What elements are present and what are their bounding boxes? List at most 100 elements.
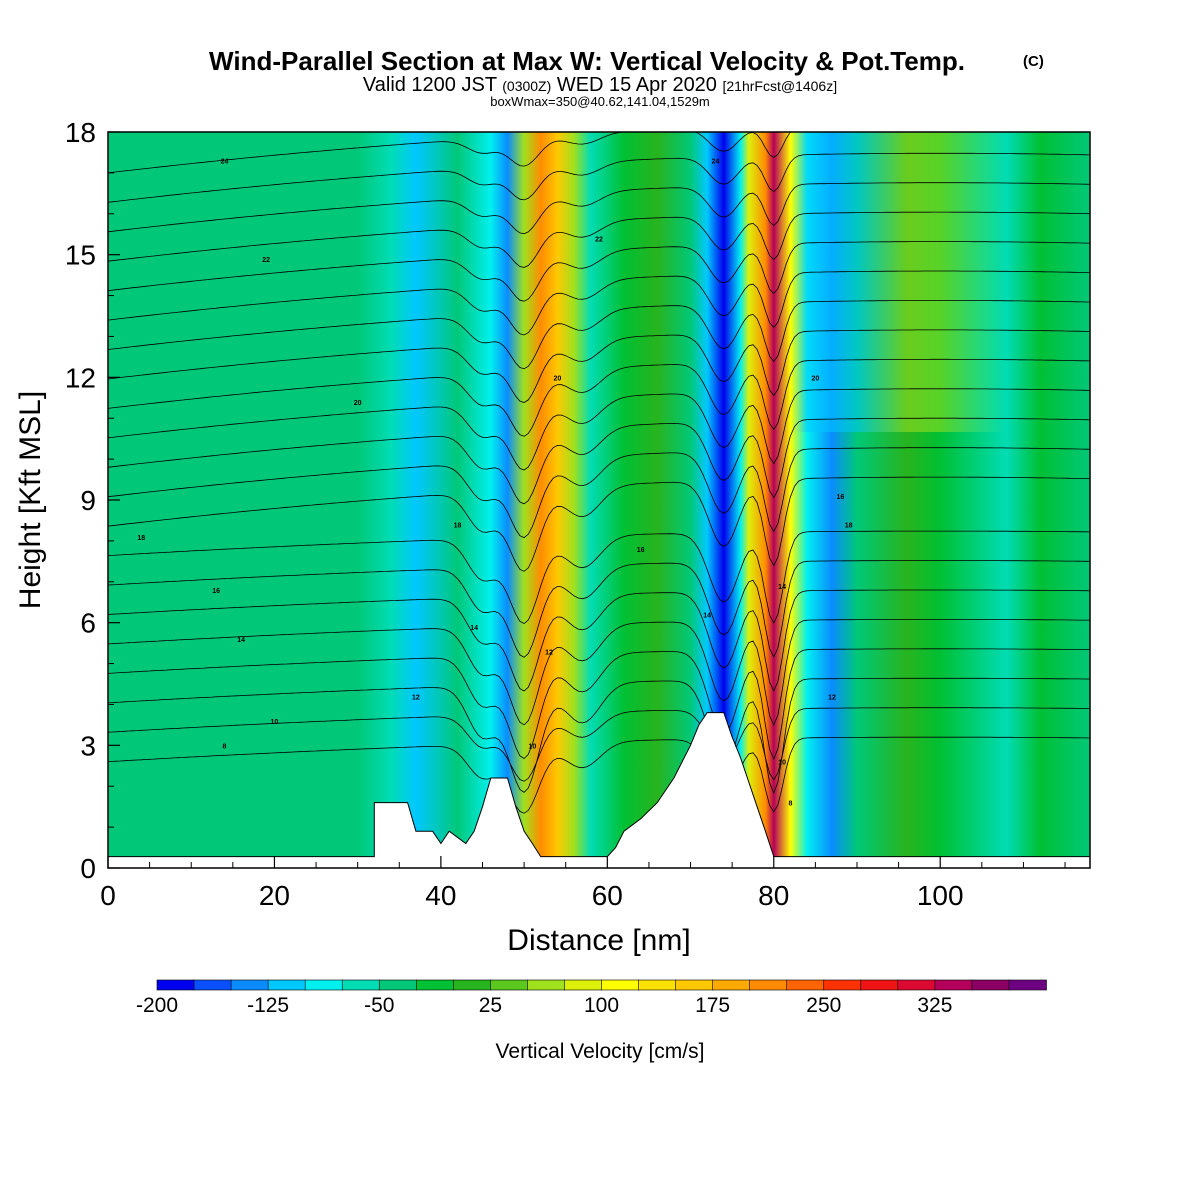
contour-label: 14 — [237, 637, 245, 644]
colorbar-swatch — [453, 979, 492, 991]
y-tick-label: 12 — [65, 362, 96, 393]
theta-contour — [108, 677, 1090, 795]
y-tick-label: 3 — [80, 730, 96, 761]
theta-contour — [108, 447, 1090, 539]
contour-label: 16 — [637, 547, 645, 554]
colorbar-swatch — [823, 979, 862, 991]
y-axis-label: Height [Kft MSL] — [14, 391, 47, 609]
x-tick-label: 40 — [425, 880, 456, 911]
contour-label: 20 — [553, 375, 561, 382]
colorbar-swatch — [267, 979, 306, 991]
x-tick-label: 80 — [758, 880, 789, 911]
colorbar-swatch — [1008, 979, 1047, 991]
contour-label: 8 — [223, 743, 227, 750]
box-info: boxWmax=350@40.62,141.04,1529m — [490, 94, 710, 109]
x-tick-label: 20 — [259, 880, 290, 911]
plot-area: 24 24 22 22 20 20 18 18 16 16 14 14 12 12 10 10 8 14 14 12 1… — [108, 132, 1090, 868]
colorbar-swatch — [786, 979, 825, 991]
x-tick-label: 0 — [100, 880, 116, 911]
contour-label: 16 — [212, 588, 220, 595]
velocity-field-upper — [108, 132, 1090, 432]
colorbar-swatch — [638, 979, 677, 991]
theta-contour — [108, 736, 1090, 814]
colorbar-tick-label: 175 — [695, 994, 730, 1017]
y-tick-label: 6 — [80, 608, 96, 639]
theta-contour — [108, 619, 1090, 727]
colorbar-swatch — [341, 979, 381, 991]
contour-label: 18 — [454, 523, 462, 530]
colorbar-swatch — [971, 979, 1010, 991]
contour-label: 12 — [545, 649, 553, 656]
contour-label: 14 — [470, 625, 478, 632]
valid-prefix: Valid 1200 JST — [363, 74, 497, 96]
colorbar-swatch — [601, 979, 640, 991]
colorbar-swatch — [156, 979, 195, 991]
colorbar-tick-label: -200 — [136, 994, 178, 1017]
y-axis: 0 3 6 9 12 15 18 — [65, 117, 120, 884]
contour-label: 8 — [788, 801, 792, 808]
theta-contour — [108, 329, 1090, 403]
valid-date: WED 15 Apr 2020 — [557, 74, 717, 96]
contour-label: 10 — [529, 743, 537, 750]
colorbar-tick-label: 100 — [584, 994, 619, 1017]
contour-label: 22 — [262, 257, 270, 264]
contour-label: 20 — [354, 400, 362, 407]
colorbar-swatch — [934, 979, 973, 991]
colorbar-swatch — [749, 979, 788, 991]
theta-contour — [108, 560, 1090, 658]
contour-label: 16 — [836, 494, 844, 501]
theta-contour — [108, 152, 1090, 203]
contour-label: 10 — [271, 719, 279, 726]
colorbar-swatch — [675, 979, 714, 991]
colorbar-swatch — [415, 979, 455, 991]
valid-line: Valid 1200 JST (0300Z) WED 15 Apr 2020 [… — [363, 74, 837, 96]
contour-label: 24 — [221, 159, 229, 166]
y-tick-label: 18 — [65, 117, 96, 148]
colorbar-label: Vertical Velocity [cm/s] — [496, 1040, 705, 1063]
valid-fcst: [21hrFcst@1406z] — [723, 78, 838, 94]
x-tick-label: 60 — [592, 880, 623, 911]
colorbar-swatch — [712, 979, 751, 991]
y-tick-label: 9 — [80, 485, 96, 516]
theta-contour — [108, 707, 1090, 782]
colorbar-tick-label: 25 — [479, 994, 502, 1017]
contour-label: 18 — [845, 523, 853, 530]
theta-contour — [108, 358, 1090, 437]
potential-temperature-contours: 24 24 22 22 20 20 18 18 16 16 14 14 12 12 10 10 8 14 14 12 1… — [108, 132, 1090, 814]
y-tick-label: 0 — [80, 853, 96, 884]
contour-label: 14 — [703, 612, 711, 619]
colorbar-swatch — [860, 979, 899, 991]
contour-label: 24 — [712, 159, 720, 166]
theta-contour — [108, 270, 1090, 336]
colorbar-tick-label: 325 — [917, 994, 952, 1017]
theta-contour — [108, 132, 791, 174]
colorbar-tick-label: 250 — [806, 994, 841, 1017]
contour-label: 10 — [778, 760, 786, 767]
chart-title: Wind-Parallel Section at Max W: Vertical… — [209, 46, 965, 76]
valid-utc: (0300Z) — [502, 78, 551, 94]
x-axis-label: Distance [nm] — [507, 924, 690, 957]
x-axis: 0 20 40 60 80 100 — [100, 856, 1066, 911]
theta-contour — [108, 211, 1090, 268]
theta-contour — [108, 388, 1090, 471]
chart-title-mark: (C) — [1023, 53, 1044, 70]
theta-contour — [108, 476, 1090, 572]
colorbar-tick-label: -125 — [247, 994, 289, 1017]
contour-label: 22 — [595, 236, 603, 243]
colorbar-swatch — [564, 979, 603, 991]
theta-contour — [108, 182, 1090, 235]
theta-contour — [108, 648, 1090, 761]
x-tick-label: 100 — [917, 880, 964, 911]
theta-contour — [108, 300, 1090, 370]
colorbar-swatch — [897, 979, 936, 991]
contour-label: 18 — [137, 535, 145, 542]
colorbar-swatch — [378, 979, 418, 991]
colorbar-swatch — [527, 979, 566, 991]
contour-label: 12 — [828, 694, 836, 701]
theta-contour — [108, 417, 1090, 505]
colorbar-swatch — [304, 979, 344, 991]
colorbar-tick-label: -50 — [364, 994, 394, 1017]
colorbar-swatch — [230, 979, 269, 991]
colorbar-swatch — [490, 979, 529, 991]
